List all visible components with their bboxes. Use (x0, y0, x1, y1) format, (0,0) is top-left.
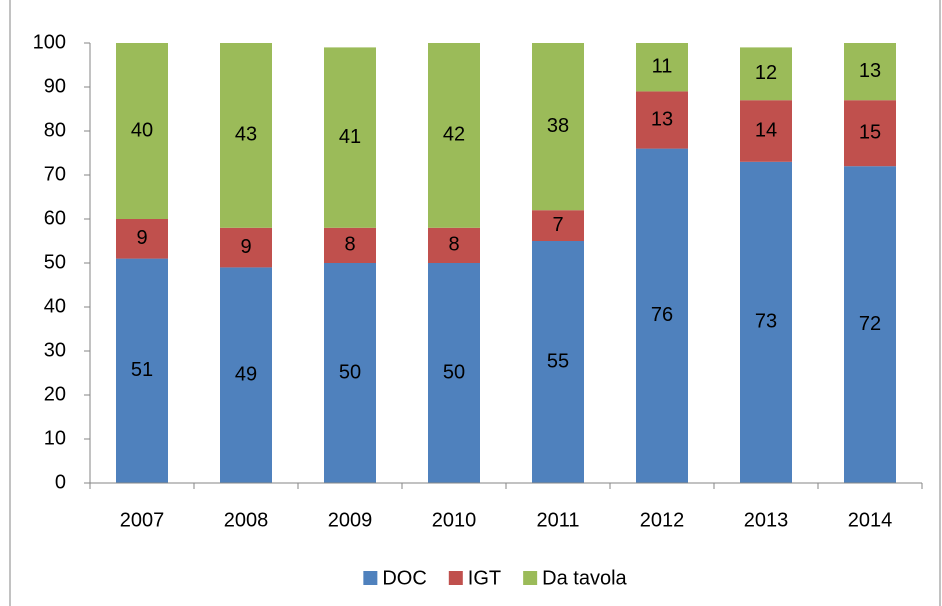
data-label: 15 (859, 121, 881, 143)
y-tick-label: 100 (33, 31, 66, 53)
bar-segment (220, 267, 272, 483)
data-label: 38 (547, 115, 569, 137)
bar-segment (324, 47, 376, 228)
bar-segment (740, 161, 792, 483)
data-label: 72 (859, 313, 881, 335)
bar-segment (532, 43, 584, 211)
bar-segment (324, 263, 376, 483)
data-label: 51 (131, 359, 153, 381)
y-tick-label: 30 (44, 339, 66, 361)
bar-segment (220, 227, 272, 268)
data-label: 14 (755, 119, 777, 141)
bar-segment (428, 227, 480, 263)
y-tick-label: 0 (55, 471, 66, 493)
data-label: 73 (755, 311, 777, 333)
bar-segment (220, 43, 272, 228)
bar-segment (532, 241, 584, 483)
x-tick-label: 2009 (328, 509, 373, 531)
data-label: 55 (547, 350, 569, 372)
data-label: 49 (235, 363, 257, 385)
y-tick-label: 60 (44, 207, 66, 229)
y-tick-label: 20 (44, 383, 66, 405)
chart-frame (9, 0, 941, 606)
bar-segment (636, 91, 688, 149)
bar-segment (428, 43, 480, 228)
legend-label: IGT (468, 567, 501, 589)
data-label: 9 (136, 227, 147, 249)
data-label: 12 (755, 62, 777, 84)
data-label: 7 (552, 214, 563, 236)
bar-segment (116, 258, 168, 483)
data-label: 41 (339, 126, 361, 148)
legend-swatch (523, 571, 538, 585)
bar-segment (844, 100, 896, 167)
x-tick-label: 2011 (536, 509, 579, 531)
bar-segment (636, 148, 688, 483)
x-tick-label: 2012 (640, 509, 685, 531)
bar-segment (636, 43, 688, 92)
data-label: 43 (235, 124, 257, 146)
data-label: 76 (651, 304, 673, 326)
legend-label: DOC (382, 567, 426, 589)
x-tick-label: 2014 (848, 509, 893, 531)
bar-segment (740, 100, 792, 162)
legend-label: Da tavola (542, 567, 627, 589)
legend-item: IGT (448, 567, 501, 589)
data-label: 42 (443, 124, 465, 146)
legend-swatch (448, 571, 463, 585)
bar-segment (844, 166, 896, 483)
y-tick-label: 70 (44, 163, 66, 185)
data-label: 13 (859, 60, 881, 82)
y-tick-label: 80 (44, 119, 66, 141)
bar-segment (428, 263, 480, 483)
legend-item: Da tavola (523, 567, 628, 589)
bar-segment (844, 43, 896, 101)
data-label: 8 (448, 234, 459, 256)
x-tick-label: 2007 (120, 509, 165, 531)
y-tick-label: 90 (44, 75, 66, 97)
x-tick-label: 2008 (224, 509, 269, 531)
data-label: 50 (339, 361, 361, 383)
data-label: 11 (652, 55, 673, 77)
y-tick-label: 40 (44, 295, 66, 317)
bar-segment (324, 227, 376, 263)
y-tick-label: 50 (44, 251, 66, 273)
bar-segment (740, 47, 792, 101)
data-label: 9 (240, 236, 251, 258)
legend-item: DOC (363, 567, 427, 589)
bar-segment (116, 219, 168, 259)
x-tick-label: 2010 (432, 509, 477, 531)
bar-segment (532, 210, 584, 241)
bar-segment (116, 43, 168, 219)
data-label: 13 (651, 108, 673, 130)
legend-swatch (363, 571, 378, 585)
y-tick-label: 10 (44, 427, 66, 449)
data-label: 8 (344, 234, 355, 256)
data-label: 50 (443, 361, 465, 383)
data-label: 40 (131, 119, 153, 141)
x-tick-label: 2013 (744, 509, 789, 531)
plot-area (116, 43, 896, 483)
